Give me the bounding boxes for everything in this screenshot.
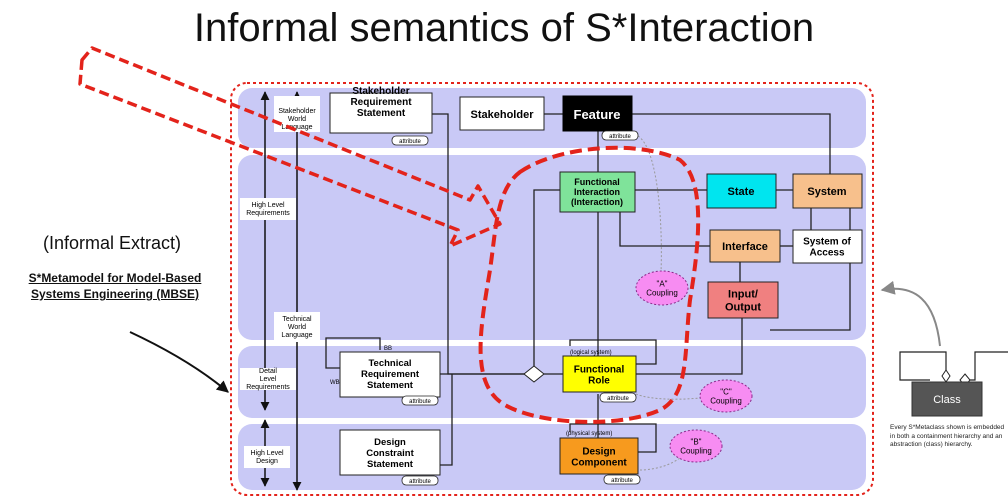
coupling-c[interactable]: "C" Coupling — [699, 379, 753, 413]
lane-label-technical-world-language: Technical World Language — [281, 316, 312, 339]
lane-label-stakeholder-world-language: Stakeholder World Language — [278, 108, 316, 131]
legend-diamond — [941, 369, 951, 383]
lane-label-detail-level-requirements: Detail Level Requirements — [246, 368, 290, 391]
system-of-access-box[interactable]: System of Access — [792, 229, 863, 264]
bb-label: BB — [384, 346, 392, 352]
feature-box[interactable]: Feature — [562, 95, 633, 132]
design-constraint-statement-box[interactable]: Design Constraint Statement — [339, 429, 441, 476]
technical-requirement-statement-label: Technical Requirement Statement — [361, 358, 420, 391]
system-label: System — [807, 186, 846, 198]
metamodel-link[interactable]: S*Metamodel for Model-Based Systems Engi… — [28, 271, 202, 301]
lane-label-bg — [240, 368, 296, 390]
design-constraint-statement-label: Design Constraint Statement — [366, 437, 414, 470]
stakeholder-requirement-statement-label: Stakeholder Requirement Statement — [350, 86, 412, 119]
attribute-pills: attribute attribute attribute attribute … — [391, 130, 641, 486]
legend-class-label: Class — [933, 394, 961, 406]
interface-label: Interface — [722, 241, 768, 253]
page-title: Informal semantics of S*Interaction — [193, 6, 815, 50]
lane-label-high-level-requirements: High Level Requirements — [246, 202, 290, 217]
lane-label-high-level-design: High Level Design — [250, 450, 284, 465]
state-box[interactable]: State — [706, 173, 777, 209]
attribute-label: attribute — [399, 139, 421, 145]
small-labels: BB WB (logical system) (physical system) — [330, 346, 612, 437]
lane-labels: Stakeholder World Language High Level Requi… — [240, 96, 320, 468]
legend-note: Every S*Metaclass shown is embedded in b… — [890, 424, 1005, 448]
pointer-arrow — [129, 331, 229, 393]
logical-system-label: (logical system) — [570, 350, 612, 356]
stakeholder-requirement-statement-box[interactable]: Stakeholder Requirement Statement — [329, 86, 433, 134]
lane-label-bg — [244, 446, 290, 468]
connectors — [325, 113, 851, 466]
functional-role-box[interactable]: Functional Role — [562, 355, 637, 393]
state-label: State — [728, 186, 755, 198]
system-of-access-label: System of Access — [803, 237, 851, 259]
lane-label-bg — [240, 198, 296, 220]
stakeholder-label: Stakeholder — [471, 109, 535, 121]
diagram-frame — [230, 82, 874, 496]
highlight-arrow — [78, 46, 502, 248]
attribute-label: attribute — [609, 134, 631, 140]
feature-label: Feature — [574, 107, 621, 122]
lane-design — [238, 424, 866, 490]
input-output-label: Input/Output — [725, 289, 761, 314]
informal-extract-label: (Informal Extract) — [42, 233, 182, 253]
legend-class-box — [911, 381, 983, 417]
functional-role-label: Functional Role — [574, 365, 625, 387]
physical-system-label: (physical system) — [566, 431, 612, 437]
input-output-box[interactable]: Input/Output — [707, 281, 779, 319]
attribute-label: attribute — [409, 399, 431, 405]
interface-box[interactable]: Interface — [709, 229, 781, 263]
highlight-region — [478, 145, 701, 424]
attribute-label: attribute — [409, 479, 431, 485]
coupling-c-label: "C" Coupling — [710, 388, 742, 406]
attribute-label: attribute — [607, 396, 629, 402]
technical-requirement-statement-box[interactable]: Technical Requirement Statement — [339, 351, 441, 398]
coupling-b[interactable]: "B" Coupling — [669, 429, 723, 463]
stakeholder-box[interactable]: Stakeholder — [459, 96, 545, 131]
coupling-b-label: "B" Coupling — [680, 438, 712, 456]
legend-containment-link — [899, 351, 947, 381]
coupling-a-label: "A" Coupling — [646, 280, 678, 298]
wb-label: WB — [330, 380, 340, 386]
lane-label-bg — [274, 312, 320, 342]
aggregation-diamond — [523, 365, 545, 383]
legend: Class — [899, 351, 1008, 417]
design-component-label: Design Component — [571, 447, 627, 469]
coupling-curves — [635, 135, 701, 471]
legend-abstraction-link — [962, 351, 1008, 381]
system-box[interactable]: System — [792, 173, 863, 209]
functional-interaction-box[interactable]: Functional Interaction (Interaction) — [559, 171, 636, 213]
attribute-label: attribute — [611, 478, 633, 484]
design-component-box[interactable]: Design Component — [559, 437, 639, 475]
lane-label-bg — [274, 96, 320, 132]
coupling-a[interactable]: "A" Coupling — [635, 270, 689, 306]
functional-interaction-label: Functional Interaction (Interaction) — [571, 177, 623, 207]
legend-arrow — [880, 280, 941, 347]
